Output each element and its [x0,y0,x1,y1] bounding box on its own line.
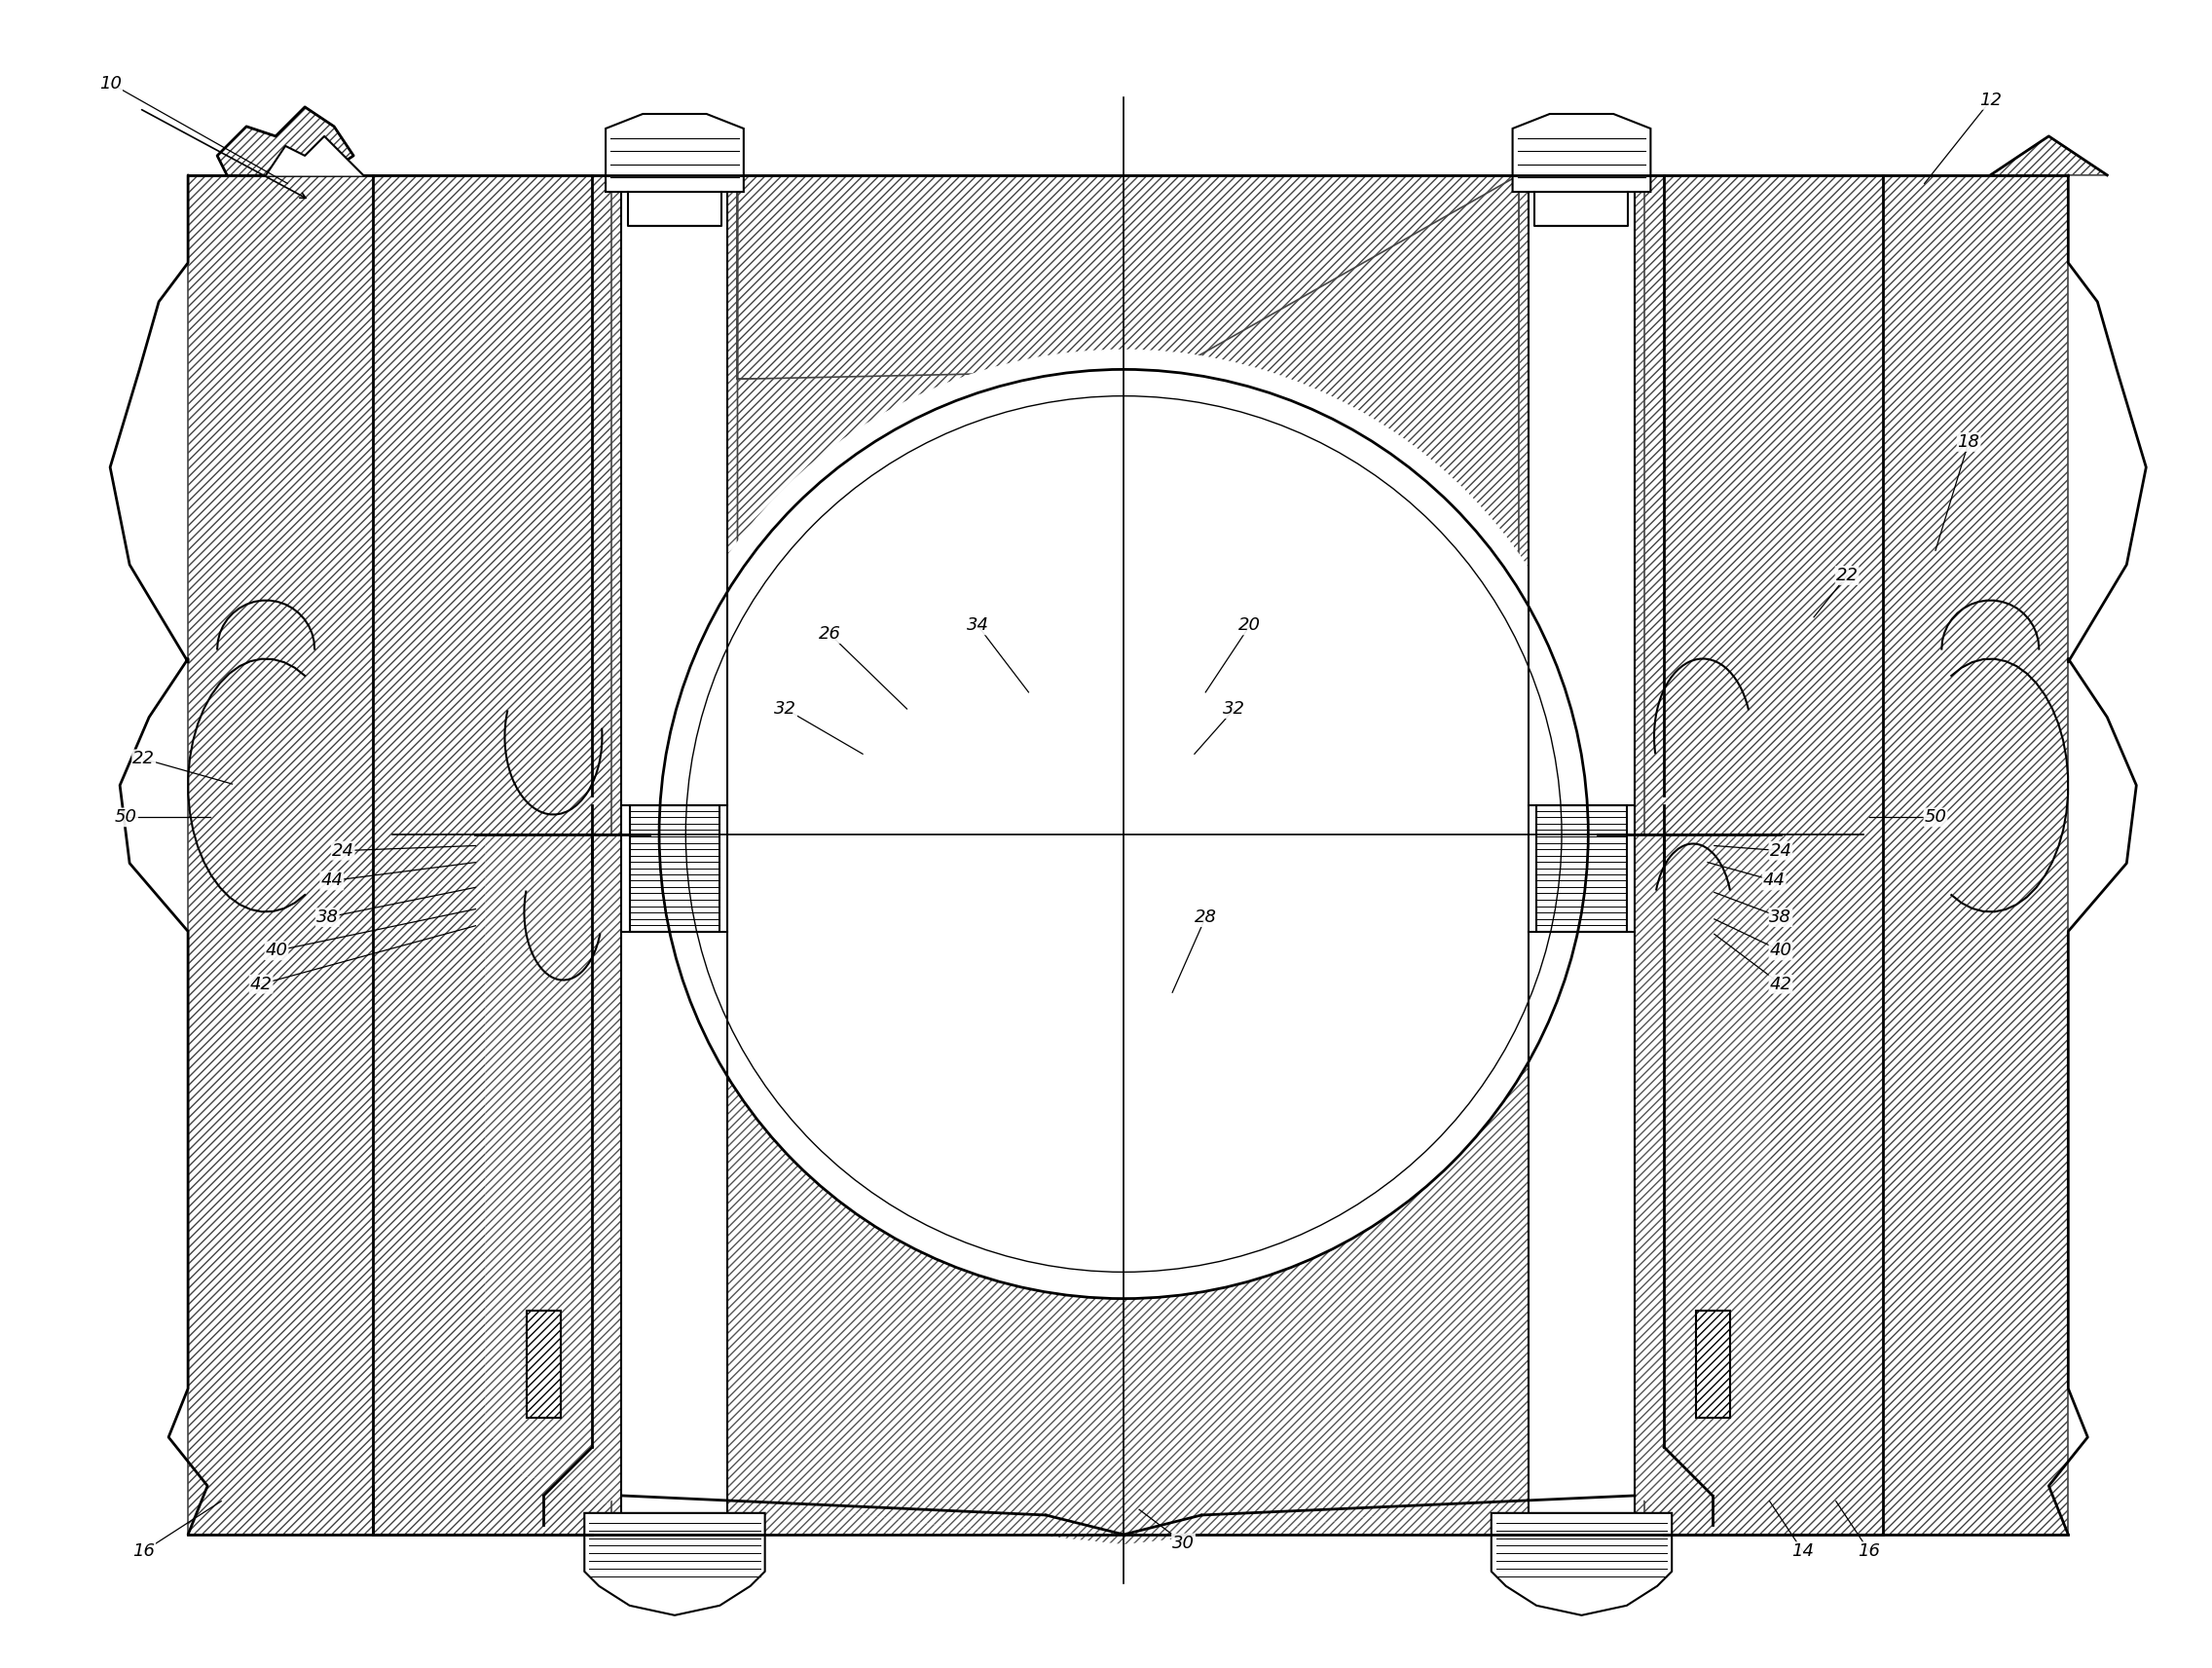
Polygon shape [584,1513,765,1615]
Polygon shape [606,113,743,192]
Polygon shape [659,175,1077,834]
Circle shape [664,374,1584,1294]
Bar [622,192,728,1518]
Bar [622,192,728,1518]
Text: 50: 50 [1924,809,1947,826]
Text: 28: 28 [1194,909,1217,926]
Polygon shape [1644,175,2068,1535]
Text: 18: 18 [1958,434,1980,450]
Text: 32: 32 [774,701,796,717]
Text: 44: 44 [321,872,343,889]
Text: 30: 30 [1172,1535,1194,1551]
Text: 22: 22 [1836,567,1858,584]
Polygon shape [265,137,363,175]
Text: 26: 26 [818,626,841,642]
Bar [1537,804,1626,931]
Polygon shape [1491,1513,1672,1615]
Polygon shape [484,834,1772,1545]
Text: 22: 22 [133,751,155,767]
Bar [1528,192,1635,1518]
Bar [630,804,719,931]
Circle shape [639,350,1608,1318]
Text: 16: 16 [1858,1543,1880,1560]
Polygon shape [737,175,1520,379]
Polygon shape [1513,113,1650,192]
Polygon shape [217,107,354,175]
Text: 32: 32 [1223,701,1245,717]
Text: 38: 38 [316,909,338,926]
Text: 50: 50 [115,809,137,826]
Polygon shape [1991,137,2108,175]
Text: 12: 12 [1980,92,2002,108]
Text: 24: 24 [332,842,354,859]
Text: 16: 16 [133,1543,155,1560]
Text: 44: 44 [1763,872,1785,889]
Bar [1528,192,1635,1518]
Text: 20: 20 [1239,617,1261,634]
Polygon shape [188,175,613,1535]
Bar [1697,1311,1730,1418]
Text: 42: 42 [1770,976,1792,992]
Bar [188,175,2068,1535]
Bar [526,1311,560,1418]
Text: 14: 14 [1792,1543,1814,1560]
Text: 38: 38 [1770,909,1792,926]
Text: 40: 40 [1770,942,1792,959]
Text: 42: 42 [250,976,272,992]
Text: 34: 34 [967,617,989,634]
Text: 40: 40 [265,942,288,959]
Text: 24: 24 [1770,842,1792,859]
Text: 10: 10 [100,75,122,92]
Polygon shape [1170,175,1588,834]
